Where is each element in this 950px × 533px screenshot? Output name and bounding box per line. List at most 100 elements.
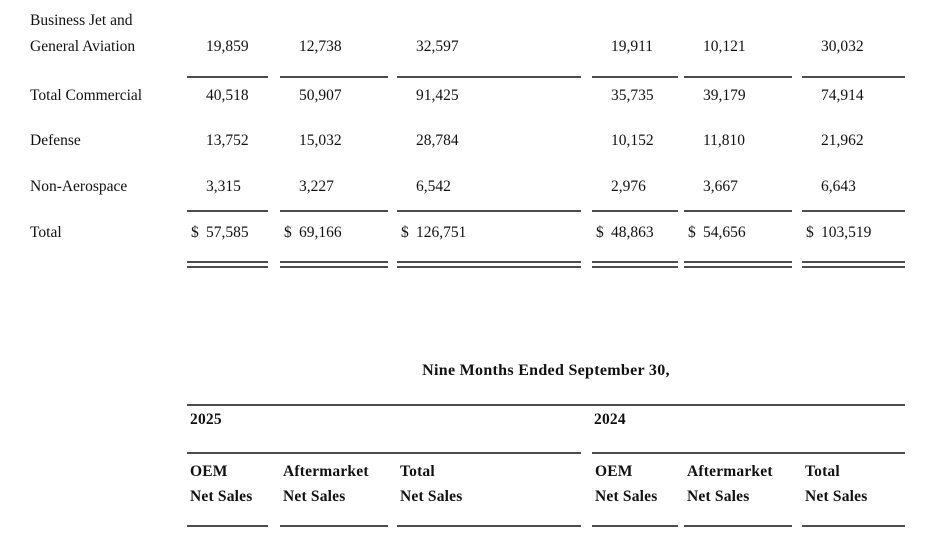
value-text: 126,751 (416, 224, 467, 241)
column-rule (280, 76, 388, 78)
header-line1: OEM (595, 463, 633, 480)
header-line1: Total (805, 463, 840, 480)
row-label: Defense (30, 132, 81, 149)
row-label: Total Commercial (30, 87, 143, 104)
column-header-oem: OEM Net Sales (592, 459, 678, 509)
value-cell: 2,976 (611, 178, 646, 195)
full-width-rule (187, 404, 905, 406)
column-rule (187, 525, 268, 527)
column-rule (397, 76, 581, 78)
value-cell: 10,121 (703, 38, 746, 55)
currency-symbol: $ (191, 224, 199, 241)
header-line1: Aftermarket (687, 463, 773, 480)
year-group-rule (187, 452, 581, 454)
header-line2: Net Sales (400, 488, 463, 505)
header-line2: Net Sales (595, 488, 658, 505)
currency-symbol: $ (596, 224, 604, 241)
header-line1: Aftermarket (283, 463, 369, 480)
segment-net-sales-table: Business Jet and General Aviation 19,859… (30, 0, 905, 300)
header-line2: Net Sales (805, 488, 868, 505)
value-cell: 3,667 (703, 178, 738, 195)
value-cell: 3,315 (206, 178, 241, 195)
value-cell: 91,425 (416, 87, 459, 104)
value-cell: 11,810 (703, 132, 746, 149)
value-cell: 19,859 (206, 38, 249, 55)
value-cell: 30,032 (821, 38, 864, 55)
value-cell: $103,519 (802, 224, 905, 242)
value-cell: 3,227 (299, 178, 334, 195)
period-title: Nine Months Ended September 30, (422, 362, 670, 379)
value-cell: 10,152 (611, 132, 654, 149)
value-cell: $69,166 (280, 224, 388, 242)
double-rule (802, 261, 905, 268)
table-row-total: Total $57,585 $69,166 $126,751 $48,863 $… (30, 224, 905, 242)
value-cell: 19,911 (611, 38, 654, 55)
row-label: Total (30, 224, 62, 241)
column-rule (684, 76, 792, 78)
value-text: 57,585 (206, 224, 249, 241)
column-rule (684, 210, 792, 212)
value-cell: 6,542 (416, 178, 451, 195)
currency-symbol: $ (284, 224, 292, 241)
value-cell: $126,751 (397, 224, 581, 242)
table-row: Non-Aerospace 3,315 3,227 6,542 2,976 3,… (30, 178, 905, 196)
value-cell: 39,179 (703, 87, 746, 104)
double-rule (397, 261, 581, 268)
column-header-aftermarket: Aftermarket Net Sales (684, 459, 792, 509)
value-cell: 15,032 (299, 132, 342, 149)
column-rule (802, 76, 905, 78)
header-line2: Net Sales (190, 488, 253, 505)
value-text: 48,863 (611, 224, 654, 241)
value-cell: 35,735 (611, 87, 654, 104)
column-rule (280, 525, 388, 527)
double-rule (684, 261, 792, 268)
value-cell: 6,643 (821, 178, 856, 195)
column-rule (802, 210, 905, 212)
value-cell: 13,752 (206, 132, 249, 149)
row-label-line2: General Aviation (30, 38, 136, 55)
year-label-2025: 2025 (190, 411, 222, 428)
currency-symbol: $ (806, 224, 814, 241)
year-label-2024: 2024 (594, 411, 626, 428)
value-text: 103,519 (821, 224, 872, 241)
column-rule (397, 525, 581, 527)
column-header-oem: OEM Net Sales (187, 459, 268, 509)
value-cell: 50,907 (299, 87, 342, 104)
header-line2: Net Sales (687, 488, 750, 505)
row-label: Non-Aerospace (30, 178, 128, 195)
period-header-table: Nine Months Ended September 30, 2025 202… (187, 355, 905, 533)
value-cell: $57,585 (187, 224, 268, 242)
currency-symbol: $ (401, 224, 409, 241)
column-rule (592, 210, 678, 212)
column-rule (187, 210, 268, 212)
table-row: General Aviation 19,859 12,738 32,597 19… (30, 38, 905, 56)
double-rule (187, 261, 268, 268)
value-cell: 12,738 (299, 38, 342, 55)
header-line1: OEM (190, 463, 228, 480)
header-line2: Net Sales (283, 488, 346, 505)
value-cell: $54,656 (684, 224, 792, 242)
column-rule (802, 525, 905, 527)
currency-symbol: $ (688, 224, 696, 241)
value-cell: 21,962 (821, 132, 864, 149)
table-row: Business Jet and (30, 12, 905, 30)
table-row: Defense 13,752 15,032 28,784 10,152 11,8… (30, 132, 905, 150)
value-cell: 28,784 (416, 132, 459, 149)
column-header-aftermarket: Aftermarket Net Sales (280, 459, 388, 509)
column-header-total: Total Net Sales (397, 459, 581, 509)
value-text: 69,166 (299, 224, 342, 241)
header-line1: Total (400, 463, 435, 480)
row-label-line1: Business Jet and (30, 12, 133, 29)
year-group-rule (592, 452, 905, 454)
column-rule (684, 525, 792, 527)
value-cell: 40,518 (206, 87, 249, 104)
value-cell: 74,914 (821, 87, 864, 104)
column-rule (592, 76, 678, 78)
column-rule (280, 210, 388, 212)
column-rule (592, 525, 678, 527)
double-rule (280, 261, 388, 268)
column-rule (397, 210, 581, 212)
column-rule (187, 76, 268, 78)
value-cell: $48,863 (592, 224, 678, 242)
